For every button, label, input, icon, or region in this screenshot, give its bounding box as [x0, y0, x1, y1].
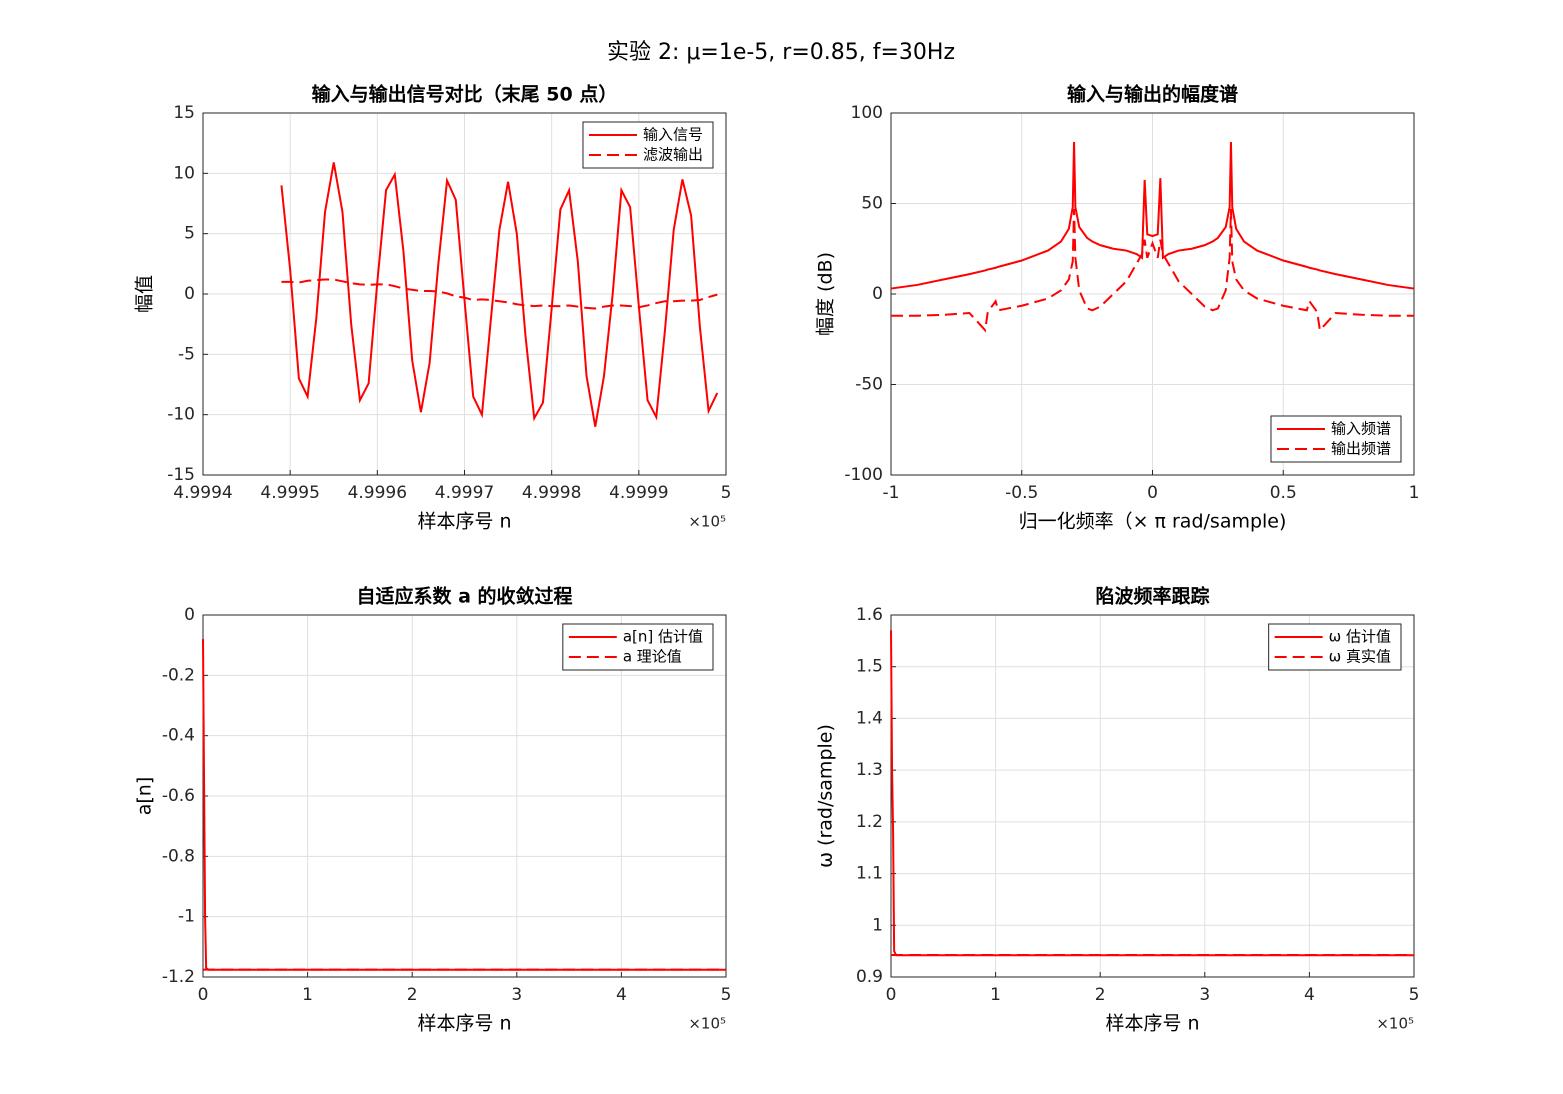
legend-label: ω 真实值 — [1329, 648, 1391, 666]
x-tick-label: 4 — [616, 985, 627, 1005]
y-tick-label: -0.4 — [162, 726, 195, 746]
series-line — [891, 208, 1414, 333]
y-tick-label: 0 — [184, 605, 195, 625]
x-tick-label: 4.9997 — [435, 483, 494, 503]
y-tick-label: -0.6 — [162, 786, 195, 806]
chart-title: 自适应系数 a 的收敛过程 — [356, 585, 572, 608]
y-tick-label: -1.2 — [162, 967, 195, 987]
y-tick-label: 100 — [851, 103, 883, 123]
legend-label: 输出频谱 — [1331, 440, 1391, 458]
y-tick-label: 1.5 — [856, 657, 883, 677]
y-tick-label: 10 — [173, 163, 195, 183]
axes-box — [890, 614, 1415, 978]
series-line — [280, 162, 719, 427]
x-tick-label: 2 — [407, 985, 418, 1005]
y-tick-label: -5 — [178, 344, 195, 364]
series-line — [281, 278, 718, 310]
series-line — [890, 141, 1415, 290]
x-tick-label: 4.9996 — [348, 483, 407, 503]
legend-box — [562, 623, 714, 671]
legend-label: ω 估计值 — [1329, 628, 1391, 646]
legend-label: 输入信号 — [643, 126, 703, 144]
legend-box — [1268, 623, 1402, 671]
x-axis-label: 样本序号 n — [1105, 1013, 1199, 1035]
x-tick-label: 5 — [1409, 985, 1420, 1005]
chart-title: 陷波频率跟踪 — [1095, 585, 1209, 608]
y-tick-label: 0 — [872, 284, 883, 304]
x-tick-label: 1 — [990, 985, 1001, 1005]
x-axis-label: 样本序号 n — [417, 511, 511, 533]
x-exponent: ×10⁵ — [688, 513, 726, 531]
y-tick-label: -1 — [178, 907, 195, 927]
x-tick-label: 5 — [721, 985, 732, 1005]
y-tick-label: 1.3 — [856, 760, 883, 780]
x-tick-label: 4.9995 — [260, 483, 319, 503]
y-axis-label: ω (rad/sample) — [815, 724, 837, 868]
x-tick-label: 0 — [1147, 483, 1158, 503]
y-tick-label: 0 — [184, 284, 195, 304]
x-exponent: ×10⁵ — [1376, 1015, 1414, 1033]
y-tick-label: 5 — [184, 224, 195, 244]
x-axis-label: 归一化频率（× π rad/sample) — [1019, 511, 1287, 533]
legend: ω 估计值 ω 真实值 — [1268, 623, 1402, 671]
y-tick-label: -100 — [844, 465, 883, 485]
x-tick-label: 0 — [886, 985, 897, 1005]
plot-area — [891, 615, 1414, 977]
legend: a[n] 估计值 a 理论值 — [562, 623, 714, 671]
legend-label: a 理论值 — [623, 648, 682, 666]
legend-label: 滤波输出 — [643, 146, 703, 164]
x-tick-label: 4.9994 — [173, 483, 232, 503]
y-tick-label: -50 — [855, 375, 883, 395]
x-exponent: ×10⁵ — [688, 1015, 726, 1033]
y-tick-label: 50 — [861, 194, 883, 214]
chart-title: 输入与输出的幅度谱 — [1067, 83, 1238, 106]
figure-title: 实验 2: μ=1e-5, r=0.85, f=30Hz — [607, 40, 955, 65]
y-tick-label: 1.6 — [856, 605, 883, 625]
x-tick-label: -0.5 — [1005, 483, 1038, 503]
y-tick-label: -0.2 — [162, 665, 195, 685]
x-tick-label: 1 — [1409, 483, 1420, 503]
x-tick-label: 3 — [1199, 985, 1210, 1005]
legend-label: a[n] 估计值 — [623, 628, 703, 646]
y-tick-label: 1.2 — [856, 812, 883, 832]
x-tick-label: 0.5 — [1270, 483, 1297, 503]
axes-box — [202, 112, 727, 476]
y-axis-label: a[n] — [134, 777, 156, 816]
x-tick-label: 1 — [302, 985, 313, 1005]
x-tick-label: -1 — [883, 483, 900, 503]
legend-label: 输入频谱 — [1331, 420, 1391, 438]
y-tick-label: 1.4 — [856, 708, 883, 728]
y-tick-label: -0.8 — [162, 846, 195, 866]
x-tick-label: 2 — [1095, 985, 1106, 1005]
y-tick-label: 15 — [173, 103, 195, 123]
x-axis-label: 样本序号 n — [417, 1013, 511, 1035]
y-tick-label: 1.1 — [856, 864, 883, 884]
legend-box — [582, 121, 714, 169]
axes-box — [890, 112, 1415, 476]
chart-title: 输入与输出信号对比（末尾 50 点） — [312, 83, 618, 106]
y-tick-label: 1 — [872, 915, 883, 935]
y-tick-label: 0.9 — [856, 967, 883, 987]
x-tick-label: 4.9998 — [522, 483, 581, 503]
x-tick-label: 4.9999 — [609, 483, 668, 503]
axes-box — [202, 614, 727, 978]
y-axis-label: 幅度 (dB) — [815, 252, 837, 336]
x-tick-label: 0 — [198, 985, 209, 1005]
y-axis-label: 幅值 — [134, 275, 156, 313]
y-tick-label: -15 — [167, 465, 195, 485]
x-tick-label: 3 — [511, 985, 522, 1005]
x-tick-label: 5 — [721, 483, 732, 503]
legend-box — [1270, 415, 1402, 463]
y-tick-label: -10 — [167, 405, 195, 425]
x-tick-label: 4 — [1304, 985, 1315, 1005]
